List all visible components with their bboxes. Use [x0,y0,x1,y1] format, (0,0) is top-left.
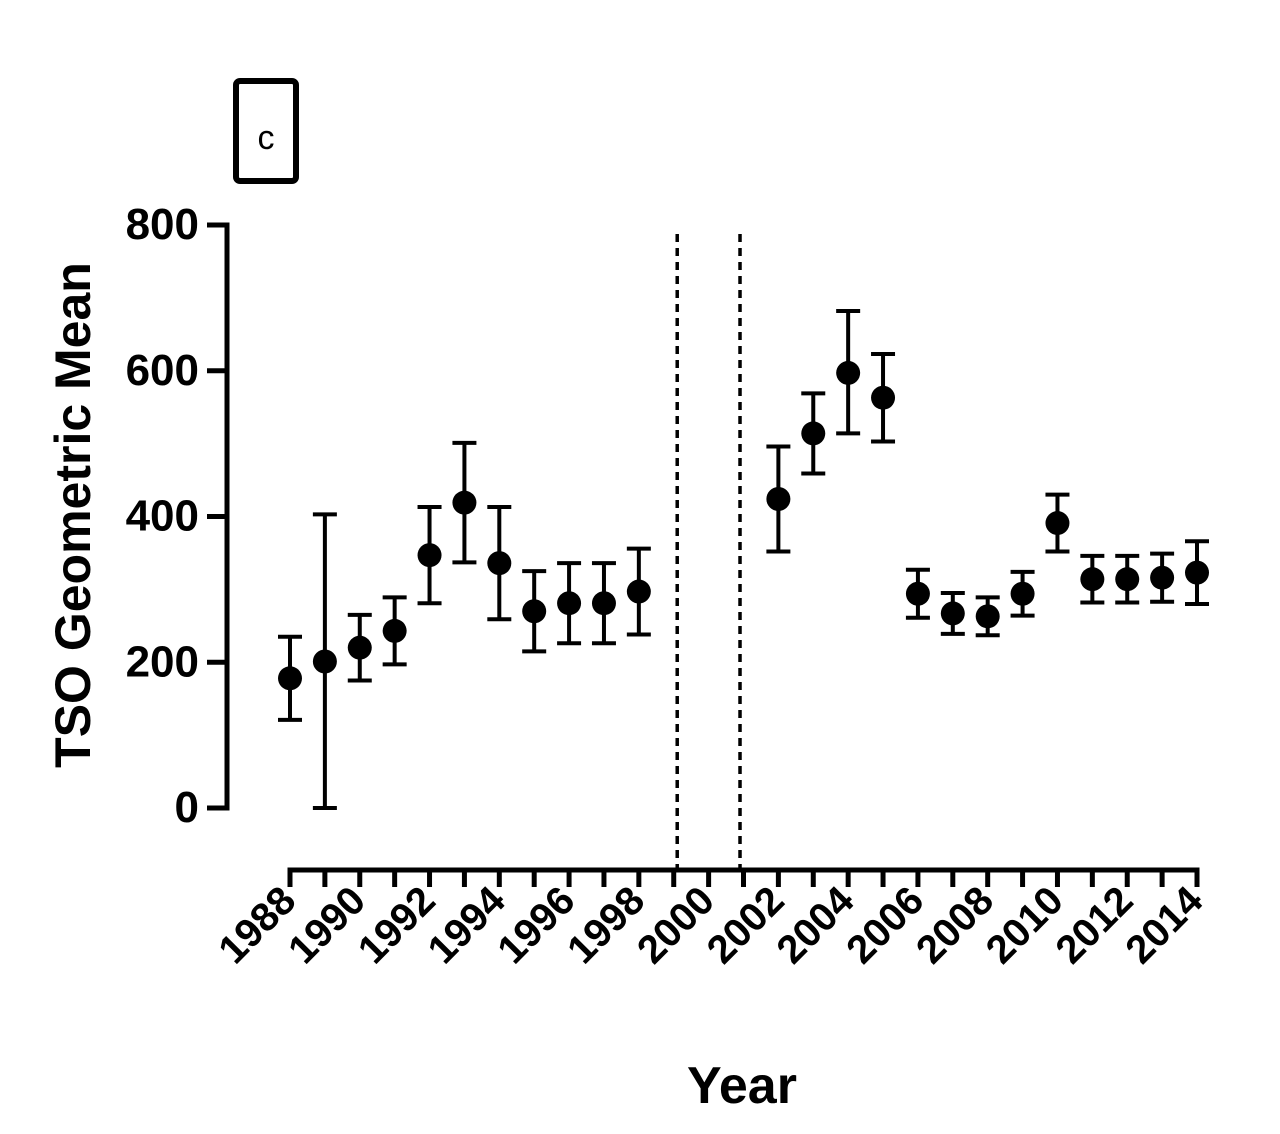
data-point-group [1045,492,1070,554]
data-point [1115,567,1140,592]
x-tick-label: 2004 [768,878,863,973]
data-point [591,591,616,616]
panel-label: c [233,78,299,184]
x-tick-label: 1990 [280,878,374,972]
data-point-group [1185,539,1209,606]
data-point [940,601,965,626]
y-tick-label: 200 [126,637,199,686]
x-tick-label: 1992 [350,878,444,972]
data-point-group [312,512,337,810]
data-points [278,308,1209,810]
data-point-group [347,612,372,683]
data-point-group [801,391,826,476]
data-point [1010,581,1035,606]
data-point-group [278,634,302,722]
data-point [836,360,861,385]
y-axis-ticks: 0 200 400 600 800 [126,200,227,832]
data-point-group [417,505,442,606]
data-point [382,618,407,643]
data-point-group [766,444,791,554]
x-tick-label: 1988 [210,878,304,972]
x-axis-title: Year [687,1057,797,1115]
y-tick-label: 0 [175,783,199,832]
data-point-group [557,561,582,646]
data-point [1080,567,1105,592]
reference-lines [675,234,742,870]
x-tick-label: 1996 [489,878,583,972]
panel-label-box [233,78,299,184]
data-point-group [487,505,512,622]
data-point [452,490,477,515]
x-tick-label: 2002 [699,878,793,972]
data-point-group [975,595,1000,638]
x-tick-label: 2000 [629,878,723,972]
y-axis-title: TSO Geometric Mean [45,262,101,768]
data-point-group [1010,569,1035,618]
x-tick-label: 1994 [420,878,515,973]
data-point [1045,511,1070,536]
y-tick-label: 400 [126,492,199,541]
data-point [975,604,1000,629]
data-point [766,487,791,512]
x-axis-ticks: 1988199019921994199619982000200220042006… [210,870,1212,972]
x-tick-label: 2010 [978,878,1072,972]
data-point-group [626,546,651,637]
data-point-group [871,351,896,444]
data-point [522,599,547,624]
data-point-group [836,308,861,436]
data-point-group [940,591,965,636]
data-point [1185,560,1209,585]
data-point [312,649,337,674]
panel-label-text: c [258,119,275,157]
data-point [626,579,651,604]
data-point [278,666,302,691]
data-point [347,635,372,660]
x-tick-label: 2006 [838,878,932,972]
data-point [487,551,512,576]
x-tick-label: 1998 [559,878,653,972]
y-tick-label: 800 [126,200,199,249]
data-point-group [522,569,547,654]
data-point [871,385,896,410]
y-tick-label: 600 [126,346,199,395]
data-point-group [1150,551,1175,604]
data-point [417,543,442,568]
data-point-group [1115,553,1140,605]
x-tick-label: 2012 [1048,878,1142,972]
data-point [801,421,826,446]
data-point-group [591,561,616,646]
x-tick-label: 2008 [908,878,1002,972]
data-point [905,581,930,606]
data-point-group [382,595,407,667]
data-point-group [1080,553,1105,605]
data-point-group [452,440,477,565]
data-point [557,591,582,616]
x-tick-label: 2014 [1117,878,1212,973]
data-point-group [905,567,930,620]
data-point [1150,565,1175,590]
